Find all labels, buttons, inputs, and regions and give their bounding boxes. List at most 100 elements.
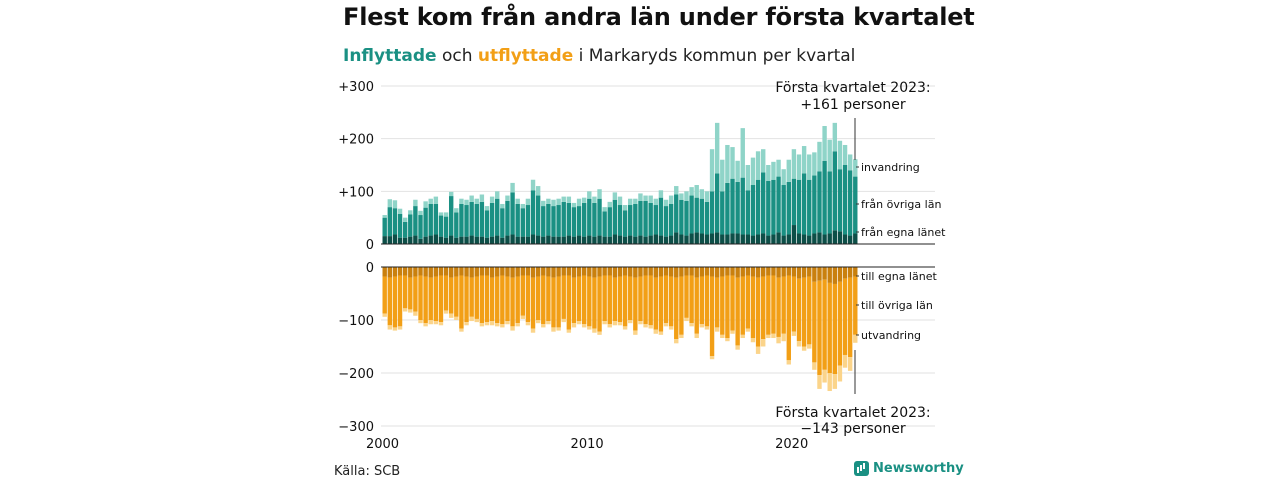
bar-från-egna-länet	[607, 236, 612, 244]
bar-till-övriga-län	[561, 275, 566, 319]
bar-från-övriga-län	[469, 201, 474, 236]
bar-till-övriga-län	[689, 275, 694, 324]
bar-invandring	[448, 191, 454, 197]
bar-från-övriga-län	[807, 179, 812, 236]
bar-invandring	[704, 191, 710, 202]
bar-till-övriga-län	[612, 277, 618, 322]
bar-till-övriga-län	[448, 277, 454, 314]
bar-till-egna-länet	[725, 267, 730, 276]
bar-från-egna-länet	[735, 233, 740, 244]
bar-utvandring	[597, 331, 602, 335]
bar-från-övriga-län	[408, 214, 413, 237]
bar-utvandring	[668, 326, 674, 330]
bar-till-övriga-län	[597, 276, 602, 332]
bar-invandring	[561, 196, 566, 202]
bar-från-övriga-län	[745, 190, 751, 235]
bar-till-övriga-län	[791, 276, 797, 332]
bar-utvandring	[755, 346, 761, 354]
bar-utvandring	[535, 320, 541, 324]
bar-från-övriga-län	[402, 221, 408, 238]
bar-invandring	[827, 139, 832, 172]
bar-utvandring	[740, 334, 745, 339]
x-tick-label: 2000	[366, 437, 399, 452]
bar-till-egna-länet	[776, 267, 781, 278]
bar-från-övriga-län	[489, 202, 495, 237]
bar-till-egna-länet	[817, 267, 822, 281]
bar-från-övriga-län	[648, 202, 653, 236]
bar-till-övriga-län	[658, 276, 664, 332]
bar-till-övriga-län	[546, 276, 551, 322]
bar-från-övriga-län	[571, 207, 577, 237]
bar-från-egna-länet	[423, 236, 428, 244]
bar-till-övriga-län	[725, 275, 730, 339]
bar-till-övriga-län	[622, 275, 628, 327]
bar-utvandring	[617, 322, 623, 326]
bar-till-övriga-län	[679, 276, 684, 335]
bar-från-egna-länet	[842, 234, 848, 244]
bar-invandring	[663, 199, 669, 207]
bar-till-övriga-län	[541, 275, 546, 325]
bar-från-övriga-län	[684, 200, 689, 236]
bar-från-övriga-län	[535, 195, 541, 236]
bar-från-övriga-län	[812, 175, 817, 234]
bar-till-övriga-län	[674, 277, 679, 340]
bar-till-egna-länet	[581, 267, 587, 276]
bar-till-övriga-län	[387, 277, 393, 326]
bar-från-övriga-län	[817, 171, 822, 233]
bar-från-egna-länet	[658, 235, 664, 244]
bar-invandring	[766, 164, 771, 181]
bar-invandring	[709, 149, 715, 192]
bar-från-egna-länet	[832, 230, 838, 244]
bar-invandring	[581, 197, 587, 203]
y-tick-label: +300	[338, 80, 374, 95]
bar-till-övriga-län	[530, 277, 536, 329]
bar-till-övriga-län	[633, 277, 638, 331]
bar-utvandring	[515, 323, 520, 327]
bar-från-övriga-län	[781, 185, 786, 236]
label-till-egna-lanet: till egna länet	[861, 270, 937, 283]
bar-utvandring	[428, 320, 433, 325]
bar-invandring	[474, 198, 479, 204]
bar-från-övriga-län	[515, 203, 520, 237]
bar-till-övriga-län	[720, 276, 725, 335]
bar-till-egna-länet	[397, 267, 403, 276]
bar-utvandring	[761, 339, 766, 347]
bar-till-egna-länet	[469, 267, 474, 278]
bar-från-övriga-län	[448, 196, 454, 236]
bar-från-egna-länet	[581, 236, 587, 244]
bar-från-övriga-län	[755, 179, 761, 235]
bar-från-egna-länet	[592, 236, 597, 244]
bar-utvandring	[791, 331, 797, 336]
bar-till-egna-länet	[392, 267, 398, 277]
bar-invandring	[617, 196, 623, 206]
bar-till-egna-länet	[668, 267, 674, 277]
bar-från-övriga-län	[382, 217, 387, 237]
bar-invandring	[648, 195, 653, 203]
bar-invandring	[832, 122, 838, 152]
bar-invandring	[484, 206, 490, 211]
bar-från-egna-länet	[551, 236, 556, 244]
bar-till-egna-länet	[612, 267, 618, 278]
bar-till-egna-länet	[510, 267, 515, 278]
bar-till-egna-länet	[495, 267, 500, 277]
bar-från-egna-länet	[776, 232, 781, 244]
bar-invandring	[745, 164, 751, 191]
bar-utvandring	[566, 329, 572, 333]
bar-från-egna-länet	[597, 235, 602, 244]
bar-från-egna-länet	[448, 235, 454, 244]
bar-till-egna-länet	[750, 267, 756, 277]
bar-från-egna-länet	[740, 234, 745, 244]
bar-utvandring	[663, 323, 669, 327]
bar-utvandring	[628, 320, 633, 324]
bar-utvandring	[571, 323, 577, 328]
bar-till-egna-länet	[576, 267, 582, 277]
bar-till-egna-länet	[658, 267, 664, 277]
bar-invandring	[459, 198, 464, 204]
bar-invandring	[489, 196, 495, 203]
bar-invandring	[761, 149, 766, 173]
bar-utvandring	[786, 360, 791, 365]
bar-utvandring	[699, 324, 705, 328]
bar-invandring	[546, 198, 551, 204]
bar-invandring	[679, 193, 684, 200]
bar-utvandring	[464, 322, 469, 326]
